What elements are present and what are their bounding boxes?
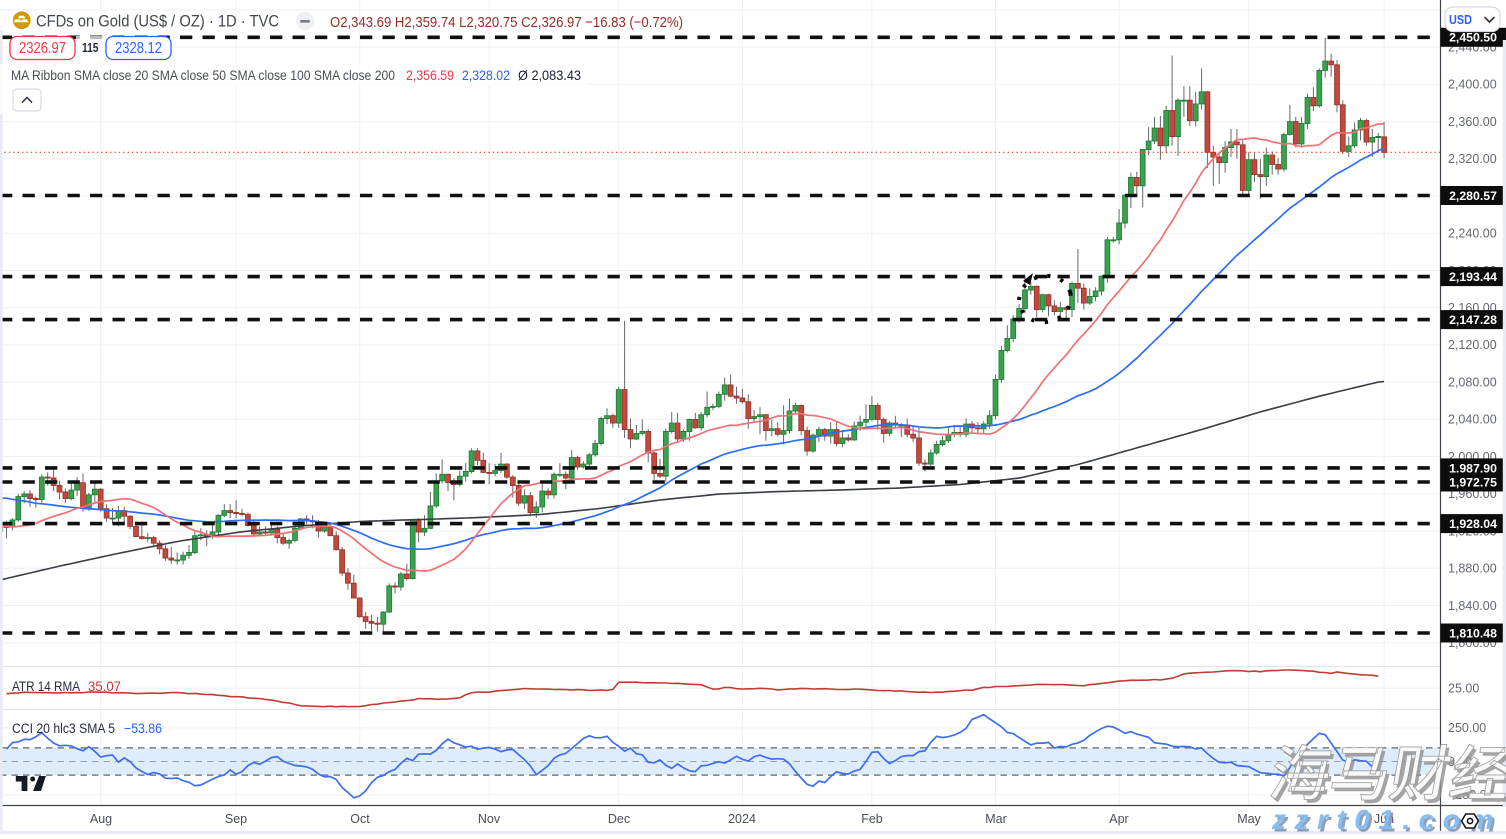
svg-text:2,360.00: 2,360.00 — [1448, 115, 1497, 129]
svg-text:CFDs on Gold (US$ / OZ) · 1D ·: CFDs on Gold (US$ / OZ) · 1D · TVC — [36, 13, 279, 31]
svg-text:2,120.00: 2,120.00 — [1448, 338, 1497, 352]
svg-text:MA Ribbon SMA close 20 SMA clo: MA Ribbon SMA close 20 SMA close 50 SMA … — [11, 68, 395, 83]
svg-text:May: May — [1237, 812, 1261, 826]
svg-text:2,328.02: 2,328.02 — [462, 68, 510, 83]
svg-text:Aug: Aug — [90, 812, 112, 826]
svg-text:2,280.57: 2,280.57 — [1449, 189, 1497, 203]
svg-text:Sep: Sep — [225, 812, 247, 826]
svg-text:1,840.00: 1,840.00 — [1448, 599, 1497, 613]
svg-text:CCI 20 hlc3 SMA 5: CCI 20 hlc3 SMA 5 — [12, 721, 115, 736]
svg-text:2,320.00: 2,320.00 — [1448, 152, 1497, 166]
svg-text:2024: 2024 — [728, 812, 756, 826]
svg-text:Apr: Apr — [1109, 812, 1128, 826]
svg-text:1,972.75: 1,972.75 — [1449, 475, 1497, 489]
svg-text:2,356.59: 2,356.59 — [406, 68, 454, 83]
svg-text:2,450.50: 2,450.50 — [1449, 31, 1497, 45]
svg-text:115: 115 — [82, 40, 99, 55]
svg-text:2,040.00: 2,040.00 — [1448, 413, 1497, 427]
svg-text:−53.86: −53.86 — [124, 721, 162, 736]
svg-text:2,147.28: 2,147.28 — [1449, 313, 1497, 327]
svg-text:2,193.44: 2,193.44 — [1449, 270, 1497, 284]
svg-text:Nov: Nov — [478, 812, 501, 826]
svg-text:2328.12: 2328.12 — [115, 40, 162, 57]
svg-text:2326.97: 2326.97 — [19, 40, 66, 57]
svg-text:Dec: Dec — [608, 812, 630, 826]
svg-text:Feb: Feb — [861, 812, 883, 826]
svg-text:35.07: 35.07 — [88, 679, 121, 694]
svg-text:Oct: Oct — [350, 812, 370, 826]
svg-text:Ø 2,083.43: Ø 2,083.43 — [518, 68, 581, 83]
svg-text:ATR 14 RMA: ATR 14 RMA — [12, 679, 80, 694]
svg-text:25.00: 25.00 — [1448, 682, 1479, 696]
svg-text:2,240.00: 2,240.00 — [1448, 227, 1497, 241]
svg-text:2,080.00: 2,080.00 — [1448, 376, 1497, 390]
svg-text:1,880.00: 1,880.00 — [1448, 562, 1497, 576]
svg-text:O2,343.69 H2,359.74 L2,320.75: O2,343.69 H2,359.74 L2,320.75 C2,326.97 … — [330, 14, 683, 31]
svg-text:2,400.00: 2,400.00 — [1448, 78, 1497, 92]
svg-text:1,810.48: 1,810.48 — [1449, 626, 1497, 640]
svg-text:Mar: Mar — [985, 812, 1007, 826]
svg-text:250.00: 250.00 — [1448, 721, 1486, 735]
svg-text:USD: USD — [1449, 12, 1472, 27]
svg-text:1,928.04: 1,928.04 — [1449, 517, 1497, 531]
